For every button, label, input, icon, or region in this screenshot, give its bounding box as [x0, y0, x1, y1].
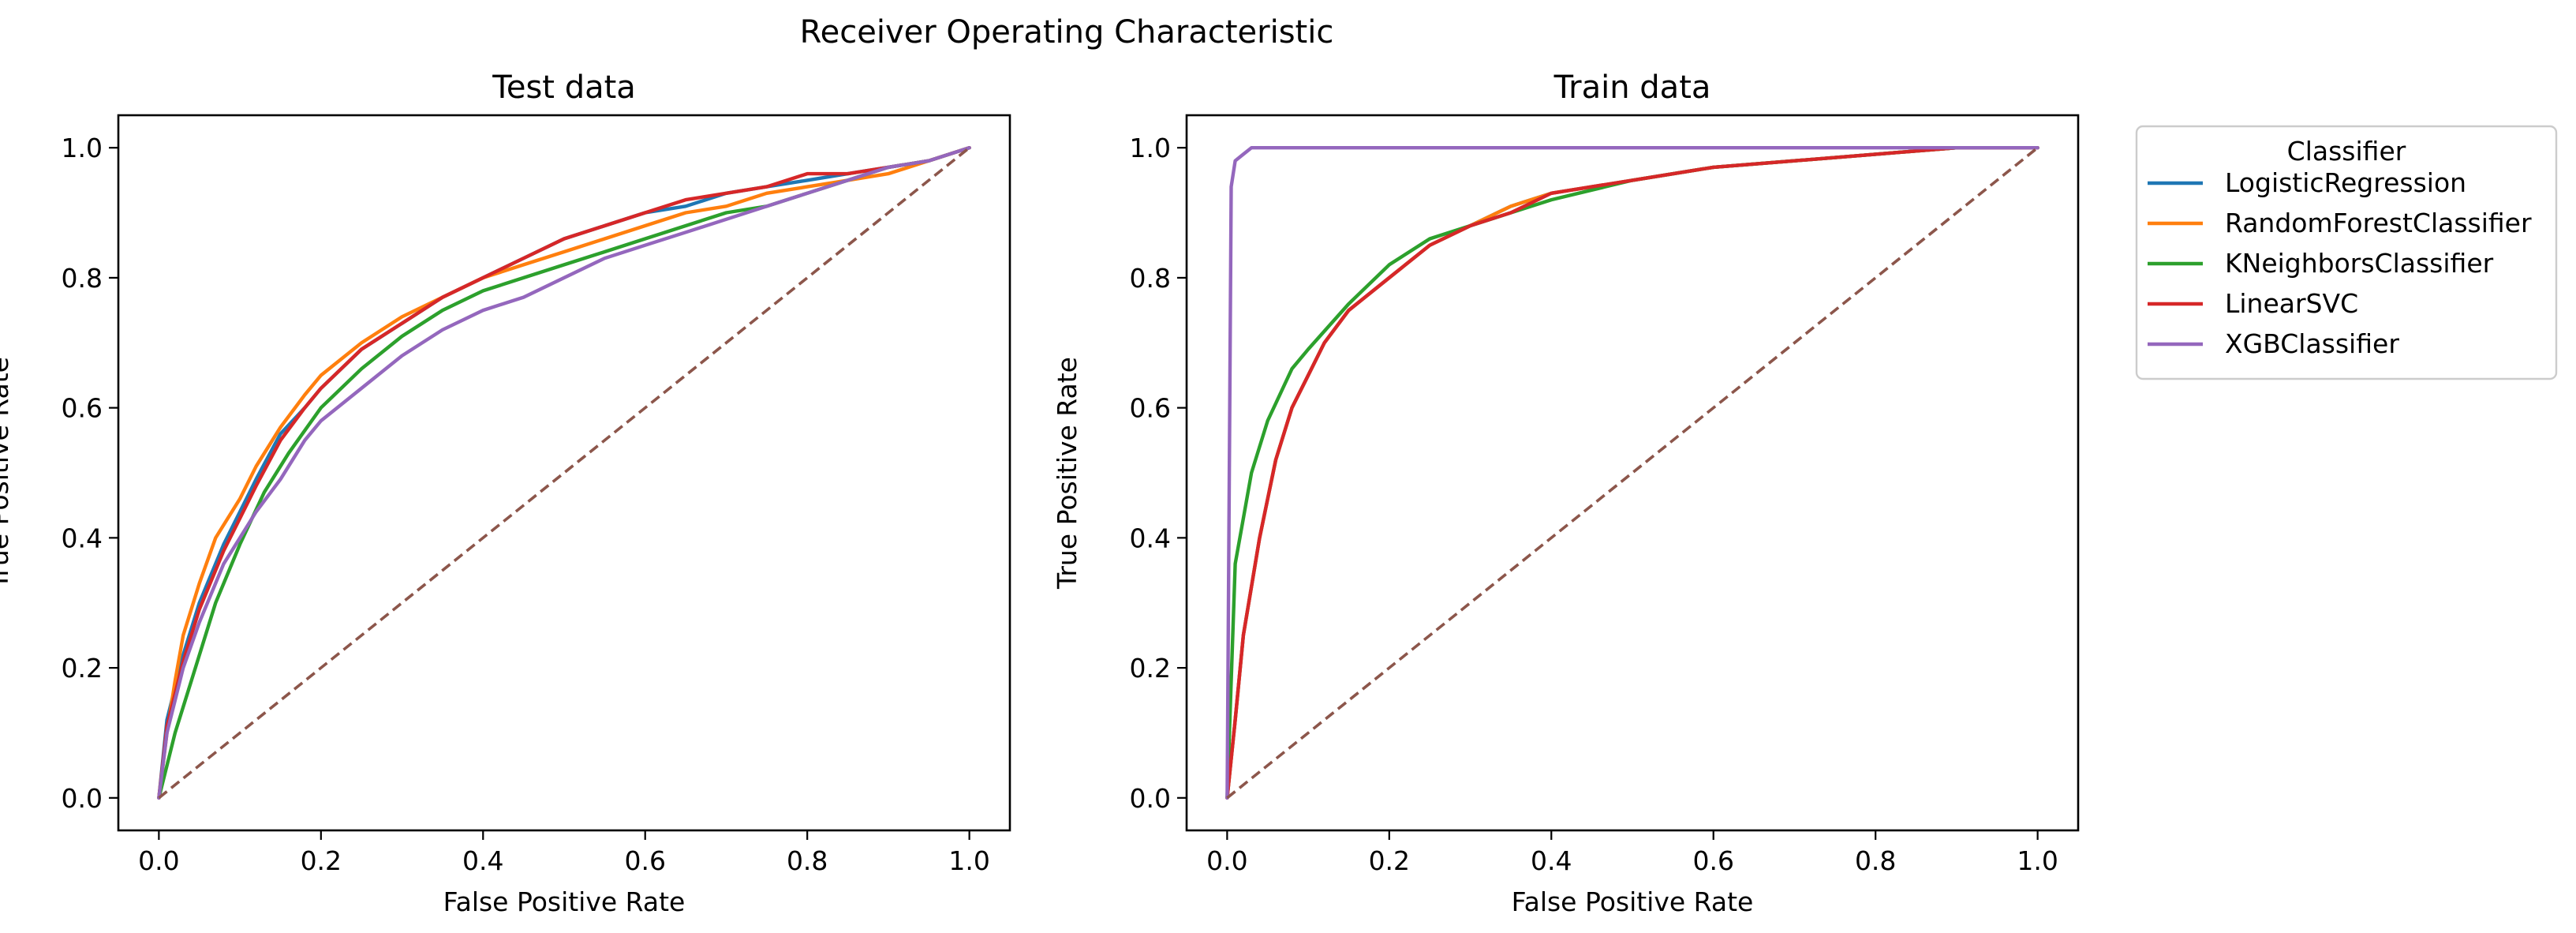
y-tick-label: 1.0 — [62, 133, 103, 163]
x-tick-label: 1.0 — [948, 845, 989, 876]
panel-title: Train data — [1553, 69, 1711, 106]
legend-entries: LogisticRegression RandomForestClassifier… — [2148, 167, 2532, 359]
test-data-panel: 0.0 0.2 0.4 0.6 0.8 1.0 0.0 0.2 0.4 0.6 0.8 1.0 Test… — [0, 69, 1011, 917]
legend-frame — [2135, 125, 2558, 380]
kneighborsclassifier-roc-line — [1225, 146, 2039, 800]
x-tick-label: 0.2 — [1369, 845, 1410, 876]
y-tick-label: 0.6 — [62, 393, 103, 424]
randomforestclassifier-roc-line — [1225, 146, 2039, 800]
y-tick-label: 0.0 — [62, 783, 103, 814]
xgbclassifier-roc-line — [157, 146, 971, 800]
x-tick-label: 0.2 — [301, 845, 342, 876]
kneighborsclassifier-roc-line — [157, 146, 971, 800]
y-axis-label: True Positive Rate — [1052, 357, 1082, 590]
legend-label: XGBClassifier — [2225, 328, 2399, 359]
y-tick-label: 0.8 — [62, 263, 103, 294]
legend-label: LogisticRegression — [2225, 167, 2466, 198]
logisticregression-roc-line — [1225, 146, 2039, 800]
x-tick-label: 0.4 — [1531, 845, 1572, 876]
randomforestclassifier-roc-line — [157, 146, 971, 800]
y-axis-label: True Positive Rate — [0, 357, 14, 590]
y-tick-label: 0.4 — [62, 523, 103, 553]
legend-title: Classifier — [2287, 136, 2406, 167]
train-data-panel: 0.0 0.2 0.4 0.6 0.8 1.0 0.0 0.2 0.4 0.6 0.8 1.0 Trai… — [1052, 69, 2080, 917]
plot-frame — [117, 114, 1011, 832]
y-tick-label: 0.2 — [1130, 653, 1171, 684]
legend-label: RandomForestClassifier — [2225, 208, 2532, 238]
legend-item: RandomForestClassifier — [2148, 208, 2532, 238]
plot-frame — [1185, 114, 2080, 832]
legend-item: LinearSVC — [2148, 288, 2358, 319]
y-tick-label: 0.4 — [1130, 523, 1171, 553]
legend-label: KNeighborsClassifier — [2225, 248, 2494, 279]
x-tick-label: 0.4 — [462, 845, 503, 876]
y-tick-label: 0.6 — [1130, 393, 1171, 424]
x-tick-label: 0.0 — [138, 845, 179, 876]
chance-diagonal-line — [158, 146, 970, 800]
legend-item: XGBClassifier — [2148, 328, 2399, 359]
y-tick-label: 0.8 — [1130, 263, 1171, 294]
y-tick-label: 0.0 — [1130, 783, 1171, 814]
y-tick-label: 1.0 — [1130, 133, 1171, 163]
panel-title: Test data — [492, 69, 636, 106]
x-tick-label: 0.8 — [1855, 845, 1896, 876]
x-tick-label: 0.0 — [1206, 845, 1247, 876]
x-tick-label: 0.6 — [1692, 845, 1733, 876]
x-tick-label: 0.6 — [624, 845, 665, 876]
x-axis-label: False Positive Rate — [443, 886, 686, 917]
linearsvc-roc-line — [157, 146, 971, 800]
x-tick-label: 0.8 — [787, 845, 828, 876]
legend-label: LinearSVC — [2225, 288, 2358, 319]
chance-diagonal-line — [1226, 146, 2039, 800]
logisticregression-roc-line — [157, 146, 971, 800]
linearsvc-roc-line — [1225, 146, 2039, 800]
xgbclassifier-roc-line — [1225, 146, 2039, 800]
legend-item: LogisticRegression — [2148, 167, 2466, 198]
legend-item: KNeighborsClassifier — [2148, 248, 2494, 279]
x-tick-label: 1.0 — [2017, 845, 2058, 876]
x-axis-label: False Positive Rate — [1512, 886, 1754, 917]
y-tick-label: 0.2 — [62, 653, 103, 684]
figure-suptitle: Receiver Operating Characteristic — [800, 14, 1334, 51]
classifier-legend: Classifier LogisticRegression RandomFores… — [2135, 125, 2558, 380]
